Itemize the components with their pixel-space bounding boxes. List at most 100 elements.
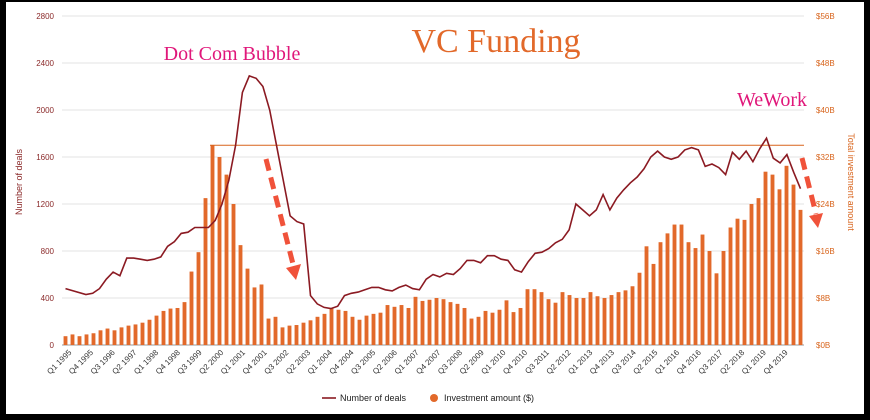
investment-bar	[602, 298, 607, 345]
left-tick-label: 2000	[36, 106, 54, 115]
investment-bar	[196, 252, 201, 345]
wework-annotation: WeWork	[737, 89, 807, 111]
investment-bar	[189, 271, 194, 345]
investment-bar	[588, 292, 593, 345]
vc-funding-chart: 0 400 800 1200 1600 2000 2400 2800 $0B $8B $16B $2…	[14, 12, 856, 403]
investment-bar	[525, 289, 530, 345]
investment-bar	[392, 306, 397, 345]
investment-bar	[294, 325, 299, 345]
left-tick-label: 1600	[36, 153, 54, 162]
gridlines	[62, 15, 804, 346]
investment-bar	[476, 316, 481, 345]
investment-bar	[665, 233, 670, 345]
investment-bar	[217, 157, 222, 345]
investment-bar	[133, 324, 138, 345]
chart-title: VC Funding	[411, 23, 580, 60]
investment-bar	[483, 310, 488, 345]
left-tick-label: 400	[41, 294, 55, 303]
right-tick-label: $8B	[816, 294, 830, 303]
investment-bar	[455, 303, 460, 345]
investment-bar	[770, 174, 775, 345]
investment-bar	[126, 325, 131, 345]
investment-bar	[427, 299, 432, 345]
investment-bar	[147, 319, 152, 345]
investment-bar	[112, 330, 117, 345]
right-tick-label: $40B	[816, 106, 835, 115]
investment-bar	[623, 290, 628, 345]
legend-line-label: Number of deals	[340, 393, 407, 403]
dot-com-bubble-annotation: Dot Com Bubble	[164, 43, 301, 65]
investment-bar	[784, 165, 789, 345]
investment-bar	[210, 145, 215, 345]
right-tick-label: $32B	[816, 153, 835, 162]
investment-bar	[672, 224, 677, 345]
investment-bar	[175, 307, 180, 345]
left-tick-label: 2400	[36, 59, 54, 68]
investment-bar	[742, 219, 747, 345]
investment-bar	[252, 287, 257, 345]
investment-bar	[315, 316, 320, 345]
investment-bar	[70, 334, 75, 345]
investment-bar	[749, 204, 754, 345]
right-tick-label: $56B	[816, 12, 835, 21]
investment-bar	[371, 313, 376, 345]
investment-bar	[658, 242, 663, 345]
investment-bar	[399, 305, 404, 345]
chart-panel: 0 400 800 1200 1600 2000 2400 2800 $0B $8B $16B $2…	[6, 2, 864, 414]
investment-bar	[259, 284, 264, 345]
investment-bar	[182, 302, 187, 345]
investment-bar	[539, 292, 544, 345]
investment-bar	[280, 327, 285, 345]
left-tick-label: 800	[41, 247, 55, 256]
investment-bar	[518, 307, 523, 345]
investment-bar	[567, 295, 572, 345]
investment-bar	[630, 286, 635, 345]
investment-bar	[511, 312, 516, 345]
investment-bar	[385, 305, 390, 345]
legend: Number of deals Investment amount ($)	[322, 393, 534, 403]
investment-bar	[84, 334, 89, 345]
investment-bar	[140, 322, 145, 345]
investment-bar	[469, 318, 474, 345]
investment-bar	[763, 171, 768, 345]
investment-bar	[644, 246, 649, 345]
investment-bar	[735, 218, 740, 345]
investment-bar	[308, 320, 313, 345]
investment-bar	[504, 300, 509, 345]
investment-bar	[420, 300, 425, 345]
investment-bar	[560, 292, 565, 345]
investment-bar	[777, 189, 782, 345]
left-axis-title: Number of deals	[14, 148, 24, 215]
legend-bar-label: Investment amount ($)	[444, 393, 534, 403]
left-tick-label: 2800	[36, 12, 54, 21]
investment-bar	[266, 318, 271, 345]
investment-bar	[693, 248, 698, 345]
left-tick-label: 0	[50, 341, 55, 350]
investment-bar	[413, 296, 418, 345]
investment-bar	[378, 312, 383, 345]
investment-bar	[357, 319, 362, 345]
investment-bar	[546, 299, 551, 345]
investment-bar	[700, 234, 705, 345]
investment-bar	[105, 328, 110, 345]
investment-bar	[721, 251, 726, 345]
investment-bar	[791, 184, 796, 345]
investment-bar	[336, 309, 341, 345]
investment-bar	[322, 313, 327, 345]
investment-bar	[364, 315, 369, 345]
investment-bar	[203, 198, 208, 345]
investment-bar	[343, 310, 348, 345]
investment-bar	[497, 309, 502, 345]
right-axis-ticks: $0B $8B $16B $24B $32B $40B $48B $56B	[816, 12, 835, 350]
investment-bar	[119, 327, 124, 345]
investment-bar	[553, 302, 558, 345]
investment-bar	[154, 315, 159, 345]
investment-bar	[490, 312, 495, 345]
left-axis-ticks: 0 400 800 1200 1600 2000 2400 2800	[36, 12, 54, 350]
investment-bar	[581, 298, 586, 345]
investment-bar	[98, 330, 103, 345]
right-tick-label: $24B	[816, 200, 835, 209]
investment-bar	[91, 333, 96, 345]
